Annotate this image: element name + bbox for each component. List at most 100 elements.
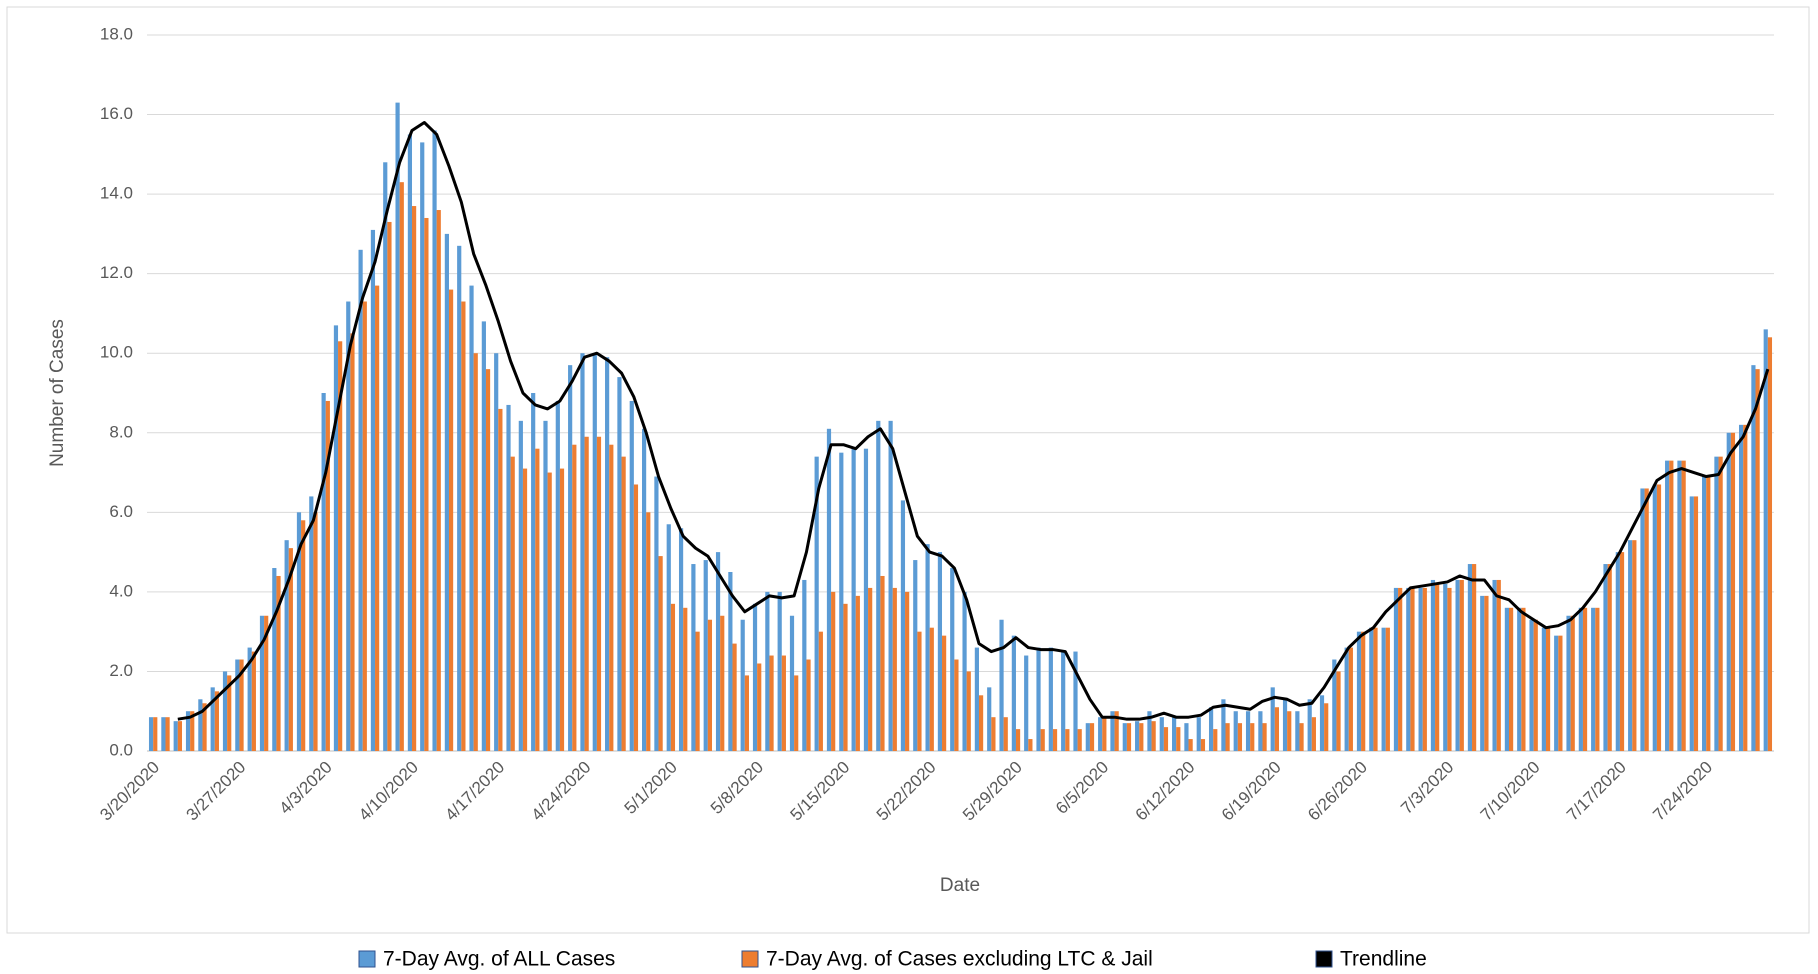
bar — [1163, 727, 1169, 751]
y-tick-label: 12.0 — [100, 263, 133, 282]
bar — [1751, 365, 1756, 751]
bar — [917, 631, 922, 751]
bar — [633, 484, 639, 751]
bar — [925, 544, 930, 751]
bar — [617, 377, 622, 751]
bar — [1521, 607, 1526, 751]
bar — [765, 591, 770, 751]
y-tick-label: 0.0 — [109, 740, 133, 759]
bar — [1237, 723, 1243, 751]
bar — [358, 249, 363, 752]
bar — [1065, 729, 1070, 751]
bar — [1176, 727, 1181, 751]
bar — [769, 655, 774, 751]
bar — [1443, 583, 1448, 751]
bar — [1250, 723, 1255, 751]
bar — [1373, 627, 1378, 751]
bar — [448, 289, 454, 751]
bar — [621, 456, 626, 751]
bar — [1102, 717, 1107, 751]
bar — [412, 206, 417, 752]
bar — [239, 659, 244, 751]
bar — [510, 456, 515, 751]
bar — [1619, 552, 1625, 751]
bar — [1504, 607, 1509, 751]
bar — [777, 591, 782, 751]
bar — [572, 444, 577, 751]
bar — [1073, 651, 1078, 751]
legend-label: 7-Day Avg. of Cases excluding LTC & Jail — [766, 948, 1153, 971]
bar — [900, 500, 906, 751]
bar — [814, 456, 819, 751]
bar — [1270, 687, 1275, 751]
bar — [1324, 703, 1329, 751]
bar — [436, 210, 441, 751]
bar — [321, 393, 326, 751]
y-tick-label: 2.0 — [109, 661, 133, 680]
bar — [1098, 717, 1103, 751]
bar — [1517, 607, 1522, 751]
bar — [333, 325, 339, 751]
bar — [1233, 711, 1238, 751]
bar — [670, 603, 676, 751]
bar — [1172, 717, 1177, 751]
bar — [740, 619, 745, 751]
bar — [954, 659, 959, 751]
bar — [1681, 460, 1686, 751]
x-axis-title: Date — [940, 875, 980, 896]
bar — [301, 520, 306, 751]
bar — [469, 285, 474, 751]
bar — [802, 579, 807, 751]
bar — [1361, 631, 1366, 751]
bar — [165, 717, 170, 751]
bar — [473, 353, 478, 751]
bar — [177, 721, 183, 751]
bar — [1208, 707, 1214, 751]
bar — [1406, 587, 1411, 751]
bar — [732, 643, 737, 751]
bar — [683, 607, 688, 751]
y-tick-label: 18.0 — [100, 24, 133, 43]
bar — [387, 221, 392, 751]
y-axis-title: Number of Cases — [47, 319, 68, 467]
bar — [522, 468, 528, 751]
bar — [596, 436, 602, 751]
y-tick-label: 4.0 — [109, 581, 133, 600]
bar — [1077, 729, 1082, 751]
bar — [1706, 476, 1711, 751]
bar — [309, 496, 314, 751]
bar — [1344, 647, 1349, 751]
bar — [913, 560, 918, 751]
bar — [325, 400, 330, 751]
bar — [190, 711, 195, 751]
bar — [794, 675, 799, 751]
bar — [1467, 564, 1473, 751]
bar — [485, 369, 491, 751]
bar — [1393, 587, 1399, 751]
bar — [1665, 460, 1670, 751]
bar — [1110, 711, 1115, 751]
chart-frame — [6, 6, 1810, 934]
bar — [781, 655, 786, 751]
bar — [876, 420, 881, 751]
bar — [580, 353, 585, 751]
bar — [173, 721, 178, 751]
bar — [1188, 739, 1193, 751]
bar — [584, 436, 589, 751]
bar — [227, 675, 232, 751]
bar — [1763, 329, 1768, 751]
bar — [1496, 579, 1501, 751]
bar — [1410, 587, 1415, 751]
bar — [1508, 607, 1514, 751]
bar — [1595, 607, 1600, 751]
bar — [987, 687, 992, 751]
bar — [1048, 647, 1053, 751]
legend-swatch — [358, 950, 376, 968]
bar — [1689, 496, 1694, 751]
bar — [148, 717, 154, 751]
bar — [276, 575, 281, 751]
legend-swatch — [741, 950, 759, 968]
bar — [1558, 635, 1563, 751]
bar — [962, 591, 967, 751]
